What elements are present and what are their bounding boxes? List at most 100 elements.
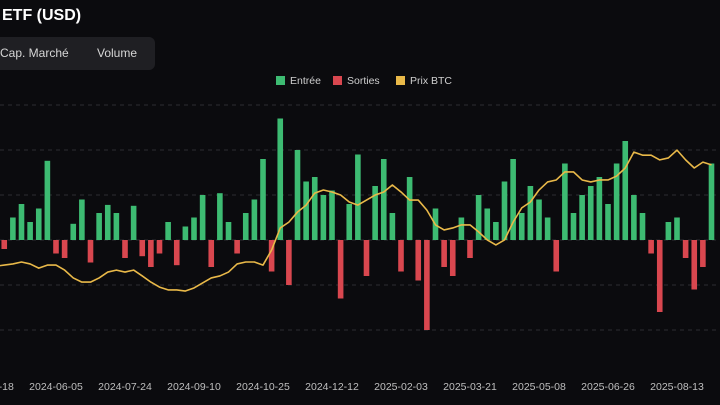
price-line [0,149,712,292]
bar [406,177,413,240]
bar [501,181,508,240]
bar [355,154,361,240]
bar [234,240,240,254]
bar [639,213,646,240]
bar [113,213,120,240]
bar [665,222,672,240]
legend-label: Prix BTC [410,75,452,87]
bar [165,222,171,240]
bar [656,240,663,312]
legend-label: Sorties [347,75,380,87]
bar [130,205,137,240]
bar [389,213,396,240]
bar [199,195,206,240]
x-tick-label: 2024-04-18 [0,381,14,393]
x-tick-label: 2025-05-08 [512,381,566,393]
tab-bar [0,37,155,70]
x-tick-label: 2024-10-25 [236,381,290,393]
bar [691,240,698,290]
bar [70,223,77,240]
bar [18,204,25,240]
bar [475,195,482,240]
bar [320,195,327,240]
bar [44,160,51,240]
bar [518,213,525,240]
x-tick-label: 2025-06-26 [581,381,635,393]
bar [173,240,180,266]
x-tick-label: 2024-06-05 [29,381,83,393]
bar [605,204,611,240]
bar [217,193,223,240]
chart-title: ETF (USD) [2,7,81,24]
x-tick-label: 2024-09-10 [167,381,221,393]
legend-swatch [396,76,405,85]
bar [96,213,102,240]
x-tick-label: 2024-07-24 [98,381,152,393]
bar [303,181,309,240]
bar [415,240,422,281]
bar [380,159,387,240]
bar [449,240,456,276]
bar [587,186,594,240]
x-tick-label: 2025-02-03 [374,381,428,393]
x-tick-label: 2025-03-21 [443,381,497,393]
bar [510,159,516,240]
x-tick-label: 2024-12-12 [305,381,359,393]
bar [682,240,689,258]
bar [311,177,318,240]
bar [346,204,353,240]
bar [458,217,465,240]
bar [208,240,215,267]
bar [286,240,292,285]
bar [596,177,603,240]
bar [139,240,146,257]
bar [104,204,111,240]
bar [329,190,335,240]
bar [579,195,585,240]
bar [398,240,404,272]
bar [10,217,16,240]
bar [613,163,620,240]
bar [363,240,370,276]
legend-swatch [333,76,342,85]
bar [674,217,680,240]
bar [191,217,197,240]
bar [35,208,42,240]
legend-label: Entrée [290,75,321,87]
bar [553,240,560,272]
bar [708,163,715,240]
bar [441,240,447,267]
x-tick-label: 2025-08-13 [650,381,704,393]
bar [484,208,491,240]
bar [79,199,85,240]
bar [53,240,59,254]
bar [225,222,232,240]
bar [268,240,275,272]
bar [337,240,344,299]
bar [1,240,8,249]
bar [122,240,128,258]
bar [251,199,258,240]
bar [260,159,266,240]
bar [372,186,378,240]
tab[interactable]: Cap. Marché [0,46,69,60]
bar [648,240,654,254]
bar [544,217,551,240]
bar [242,213,249,240]
bar [277,118,284,240]
bar [182,226,189,240]
bar [294,150,301,240]
bar [631,195,637,240]
bar [700,240,706,267]
bar [27,222,33,240]
bar [493,222,499,240]
bar [61,240,68,258]
bar [570,213,577,240]
bar [424,240,430,330]
bar [156,240,163,254]
bar [148,240,154,267]
tab[interactable]: Volume [97,46,137,60]
bar [527,186,534,240]
legend-swatch [276,76,285,85]
